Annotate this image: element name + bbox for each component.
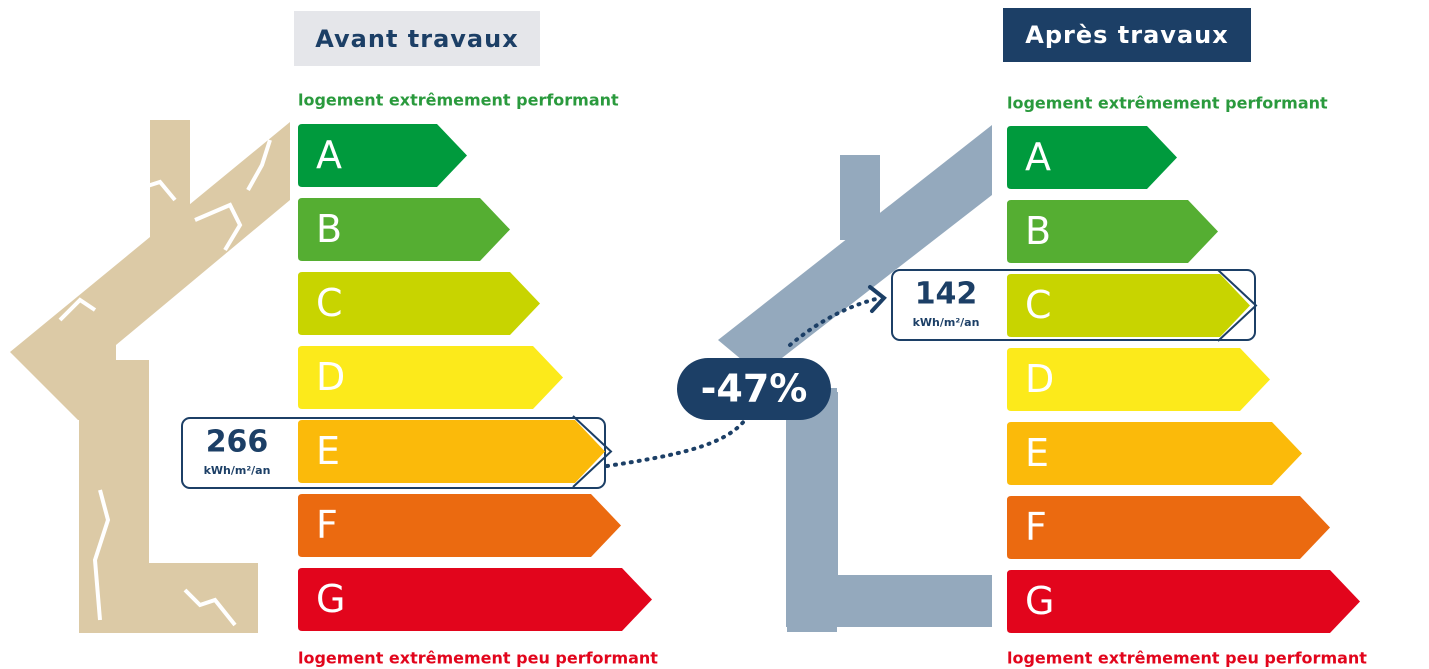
energy-class-letter: F xyxy=(1025,505,1047,549)
energy-class-bar xyxy=(1007,496,1330,559)
energy-class-bar xyxy=(1007,570,1360,633)
house-wall xyxy=(787,388,837,632)
energy-class-letter: B xyxy=(1025,209,1051,253)
energy-label-comparison: Avant travaux Après travaux logement ext… xyxy=(0,0,1429,669)
bottom-label: logement extrêmement peu performant xyxy=(298,649,658,668)
energy-class-letter: A xyxy=(316,133,342,177)
energy-value: 142 xyxy=(915,277,978,312)
panel-title: Avant travaux xyxy=(315,25,518,53)
energy-class-letter: G xyxy=(316,577,345,621)
energy-unit: kWh/m²/an xyxy=(204,464,271,477)
energy-unit: kWh/m²/an xyxy=(913,316,980,329)
energy-class-letter: G xyxy=(1025,579,1054,623)
energy-class-letter: F xyxy=(316,503,338,547)
top-label: logement extrêmement performant xyxy=(298,91,619,110)
top-label: logement extrêmement performant xyxy=(1007,94,1328,113)
energy-class-letter: D xyxy=(1025,357,1054,401)
energy-class-letter: E xyxy=(316,429,340,473)
energy-class-letter: C xyxy=(1025,283,1052,327)
energy-class-letter: A xyxy=(1025,135,1051,179)
house-wall xyxy=(812,392,992,601)
old-house xyxy=(10,120,290,625)
energy-class-bar xyxy=(298,568,652,631)
panel-title: Après travaux xyxy=(1025,21,1228,49)
energy-class-letter: E xyxy=(1025,431,1049,475)
energy-class-bar xyxy=(298,420,605,483)
energy-value: 266 xyxy=(206,425,269,460)
reduction: -47% xyxy=(701,367,808,411)
energy-class-letter: C xyxy=(316,281,343,325)
energy-class-bar xyxy=(298,494,621,557)
house-chimney xyxy=(840,155,880,240)
bottom-label: logement extrêmement peu performant xyxy=(1007,649,1367,668)
energy-class-letter: B xyxy=(316,207,342,251)
energy-class-bar xyxy=(1007,422,1302,485)
energy-class-letter: D xyxy=(316,355,345,399)
